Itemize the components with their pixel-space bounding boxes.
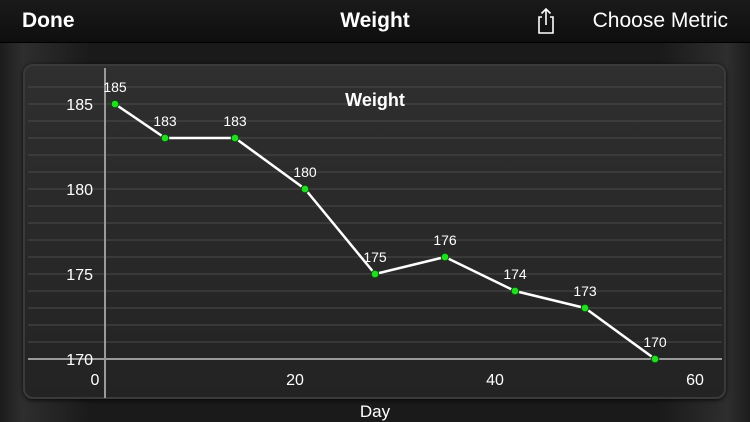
y-tick-label: 185 <box>66 97 93 114</box>
data-point <box>160 133 170 143</box>
data-label: 173 <box>573 283 597 299</box>
x-tick-label: 60 <box>686 372 704 389</box>
data-point <box>650 354 660 364</box>
y-tick-label: 170 <box>66 352 93 369</box>
data-point <box>230 133 240 143</box>
y-tick-label: 180 <box>66 182 93 199</box>
share-button[interactable] <box>533 6 559 36</box>
share-icon <box>538 7 554 34</box>
data-label: 185 <box>103 79 127 95</box>
data-point <box>300 184 310 194</box>
data-label: 176 <box>433 232 457 248</box>
choose-metric-button[interactable]: Choose Metric <box>592 9 728 32</box>
y-tick-label: 175 <box>66 267 93 284</box>
data-label: 174 <box>503 266 527 282</box>
data-label: 170 <box>643 334 667 350</box>
data-label: 175 <box>363 249 387 265</box>
x-tick-label: 0 <box>91 372 100 389</box>
x-axis-label: Day <box>359 402 391 421</box>
series-line <box>114 102 656 361</box>
data-point <box>510 286 520 296</box>
data-point <box>110 99 120 109</box>
data-point <box>370 269 380 279</box>
chart-title: Weight <box>345 90 405 110</box>
data-label: 183 <box>223 113 247 129</box>
data-point <box>580 303 590 313</box>
x-tick-label: 20 <box>286 372 304 389</box>
x-tick-label: 40 <box>486 372 504 389</box>
done-button[interactable]: Done <box>22 9 75 32</box>
data-label: 183 <box>153 113 177 129</box>
data-point <box>440 252 450 262</box>
data-label: 180 <box>293 164 317 180</box>
